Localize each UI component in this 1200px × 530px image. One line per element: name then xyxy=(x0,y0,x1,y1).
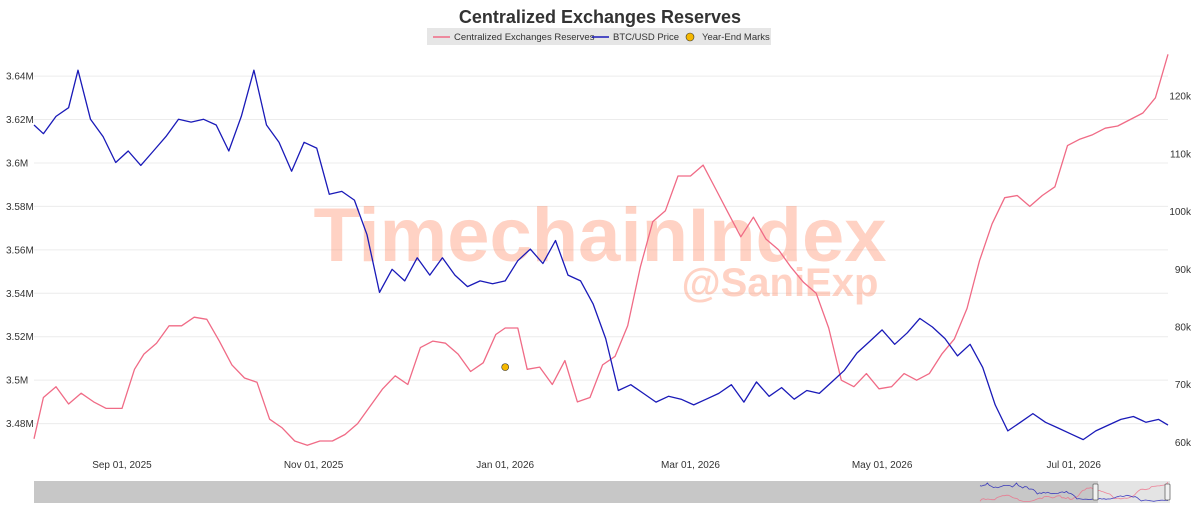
y-left-tick-label: 3.58M xyxy=(6,202,34,213)
watermark-line2: @SaniExp xyxy=(682,261,879,305)
watermark-line1: TimechainIndex xyxy=(313,193,886,278)
y-axis-left: 3.48M 3.5M 3.52M 3.54M 3.56M 3.58M 3.6M 3.62M 3.… xyxy=(6,72,34,431)
legend-item-year-end[interactable]: Year-End Marks xyxy=(685,32,770,43)
navigator-line-reserves xyxy=(979,481,1169,503)
legend-swatch-year-end xyxy=(685,32,695,42)
x-tick-label: Jan 01, 2026 xyxy=(476,460,534,471)
navigator-handle-right[interactable] xyxy=(1164,483,1171,501)
y-left-tick-label: 3.62M xyxy=(6,115,34,126)
year-end-mark[interactable] xyxy=(501,363,509,371)
y-left-tick-label: 3.6M xyxy=(6,158,28,169)
x-tick-label: Jul 01, 2026 xyxy=(1047,460,1102,471)
navigator-handle-left[interactable] xyxy=(1092,483,1099,501)
y-left-tick-label: 3.48M xyxy=(6,419,34,430)
navigator-series xyxy=(979,481,1169,503)
series-group xyxy=(33,54,1169,446)
legend-label-reserves: Centralized Exchanges Reserves xyxy=(454,32,595,43)
year-end-marks xyxy=(501,363,509,371)
y-right-tick-label: 70k xyxy=(1175,380,1192,391)
legend[interactable]: Centralized Exchanges Reserves BTC/USD P… xyxy=(427,28,771,45)
y-left-tick-label: 3.54M xyxy=(6,289,34,300)
y-left-tick-label: 3.5M xyxy=(6,376,28,387)
y-right-tick-label: 100k xyxy=(1169,207,1192,218)
y-left-tick-label: 3.56M xyxy=(6,245,34,256)
y-right-tick-label: 80k xyxy=(1175,323,1192,334)
navigator-selected-window[interactable] xyxy=(1098,481,1170,503)
legend-item-reserves[interactable]: Centralized Exchanges Reserves xyxy=(433,32,595,43)
grid-lines xyxy=(34,75,1168,425)
y-left-tick-label: 3.64M xyxy=(6,72,34,83)
watermark: TimechainIndex @SaniExp xyxy=(313,193,886,305)
chart-title: Centralized Exchanges Reserves xyxy=(459,7,741,27)
y-right-tick-label: 60k xyxy=(1175,438,1192,449)
x-tick-label: Mar 01, 2026 xyxy=(661,460,720,471)
legend-item-price[interactable]: BTC/USD Price xyxy=(592,32,679,43)
x-tick-label: Nov 01, 2025 xyxy=(284,460,344,471)
navigator[interactable] xyxy=(34,481,1171,503)
y-right-tick-label: 120k xyxy=(1169,92,1192,103)
legend-label-year-end: Year-End Marks xyxy=(702,32,770,43)
y-right-tick-label: 110k xyxy=(1170,149,1192,160)
series-line-reserves[interactable] xyxy=(33,54,1169,446)
series-line-price[interactable] xyxy=(33,69,1169,441)
y-axis-right: 60k 70k 80k 90k 100k 110k 120k xyxy=(1169,92,1192,449)
x-tick-label: Sep 01, 2025 xyxy=(92,460,152,471)
x-tick-label: May 01, 2026 xyxy=(852,460,913,471)
x-axis: Sep 01, 2025 Nov 01, 2025 Jan 01, 2026 Mar … xyxy=(92,460,1101,471)
y-right-tick-label: 90k xyxy=(1175,265,1192,276)
navigator-track[interactable] xyxy=(34,481,1170,503)
y-left-tick-label: 3.52M xyxy=(6,332,34,343)
navigator-line-price xyxy=(979,482,1169,502)
legend-label-price: BTC/USD Price xyxy=(613,32,679,43)
